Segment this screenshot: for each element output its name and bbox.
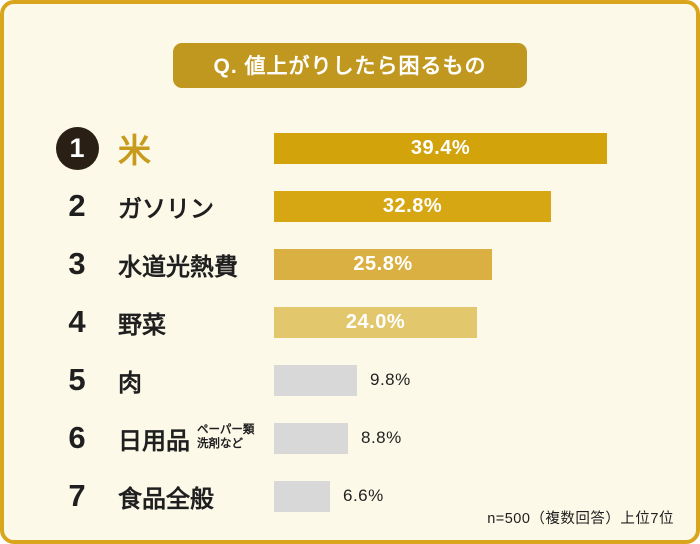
ranking-row: 3 水道光熱費 25.8%	[4, 235, 696, 293]
ranking-row: 4 野菜 24.0%	[4, 293, 696, 351]
value-bar	[274, 480, 330, 512]
rank-number: 2	[68, 188, 86, 223]
ranking-row: 1 米 39.4%	[4, 119, 696, 177]
bar-cell: 9.8%	[274, 364, 696, 396]
chart-title-banner: Q. 値上がりしたら困るもの	[173, 43, 527, 88]
value-label: 24.0%	[345, 310, 406, 333]
rank-1-badge: 1	[55, 126, 99, 170]
value-bar: 32.8%	[274, 190, 551, 222]
item-label: 肉	[118, 369, 142, 397]
item-label-cell: 日用品 ペーパー類 洗剤など	[102, 421, 274, 456]
value-bar: 39.4%	[274, 132, 607, 164]
rank-number: 7	[68, 478, 86, 513]
item-label: 日用品	[118, 427, 190, 455]
value-bar	[274, 364, 357, 396]
ranking-row: 2 ガソリン 32.8%	[4, 177, 696, 235]
bar-cell: 25.8%	[274, 248, 696, 280]
item-label-cell: 野菜	[102, 305, 274, 340]
value-label: 39.4%	[410, 136, 471, 159]
item-label: 水道光熱費	[118, 253, 238, 281]
value-label: 32.8%	[382, 194, 443, 217]
value-label: 25.8%	[353, 252, 413, 275]
item-label: 野菜	[118, 311, 166, 339]
rank-number: 4	[68, 304, 86, 339]
item-label: 米	[118, 132, 151, 169]
item-sublabel: ペーパー類 洗剤など	[197, 424, 255, 450]
rank-cell: 7	[52, 478, 102, 514]
rank-number: 6	[68, 420, 86, 455]
rank-cell: 4	[52, 304, 102, 340]
ranking-list: 1 米 39.4% 2 ガソリン 32.8% 3 水道光熱費 25.8% 4 野菜 24.0% 5 肉 9.…	[4, 119, 696, 525]
bar-cell: 32.8%	[274, 190, 696, 222]
title-wrap: Q. 値上がりしたら困るもの	[4, 43, 696, 88]
bar-cell: 24.0%	[274, 306, 696, 338]
item-label-cell: ガソリン	[102, 189, 274, 224]
value-label: 6.6%	[343, 486, 384, 505]
rank-cell: 6	[52, 420, 102, 456]
value-bar: 24.0%	[274, 306, 477, 338]
value-label: 8.8%	[361, 428, 402, 447]
bar-cell: 8.8%	[274, 422, 696, 454]
rank-cell: 3	[52, 246, 102, 282]
rank-number: 1	[69, 132, 85, 163]
item-label: ガソリン	[118, 195, 214, 223]
item-label: 食品全般	[118, 485, 214, 513]
item-label-cell: 水道光熱費	[102, 247, 274, 282]
rank-cell: 2	[52, 188, 102, 224]
rank-number: 5	[68, 362, 86, 397]
item-label-cell: 肉	[102, 363, 274, 398]
bar-cell: 39.4%	[274, 132, 696, 164]
rank-cell: 1	[52, 126, 102, 170]
ranking-row: 5 肉 9.8%	[4, 351, 696, 409]
ranking-row: 7 食品全般 6.6%	[4, 467, 696, 525]
value-bar	[274, 422, 348, 454]
rank-number: 3	[68, 246, 86, 281]
ranking-row: 6 日用品 ペーパー類 洗剤など 8.8%	[4, 409, 696, 467]
item-label-cell: 米	[102, 124, 274, 172]
item-label-cell: 食品全般	[102, 479, 274, 514]
value-bar: 25.8%	[274, 248, 492, 280]
sample-size-footnote: n=500（複数回答）上位7位	[487, 511, 674, 527]
bar-cell: 6.6%	[274, 480, 696, 512]
value-label: 9.8%	[370, 370, 411, 389]
rank-cell: 5	[52, 362, 102, 398]
